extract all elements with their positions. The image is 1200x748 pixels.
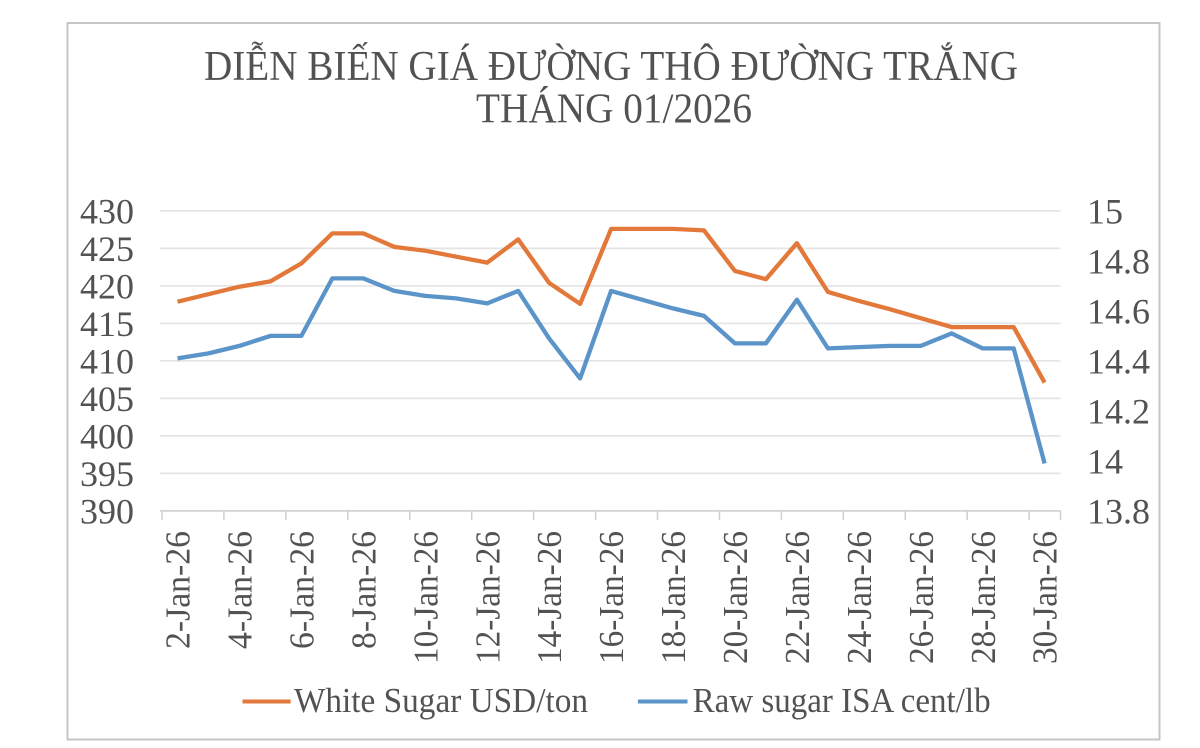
- svg-text:14.8: 14.8: [1087, 241, 1150, 281]
- svg-text:18-Jan-26: 18-Jan-26: [654, 531, 693, 664]
- svg-text:Raw sugar ISA cent/lb: Raw sugar ISA cent/lb: [693, 681, 991, 720]
- svg-text:14: 14: [1087, 441, 1123, 481]
- svg-text:30-Jan-26: 30-Jan-26: [1026, 531, 1065, 664]
- svg-text:425: 425: [80, 229, 134, 269]
- svg-text:THÁNG 01/2026: THÁNG 01/2026: [476, 86, 752, 133]
- svg-text:14.6: 14.6: [1087, 291, 1150, 331]
- svg-text:24-Jan-26: 24-Jan-26: [840, 531, 879, 664]
- svg-text:13.8: 13.8: [1087, 491, 1150, 531]
- svg-text:14.4: 14.4: [1087, 341, 1150, 381]
- svg-text:400: 400: [80, 416, 134, 456]
- svg-text:410: 410: [80, 341, 134, 381]
- svg-text:420: 420: [80, 266, 134, 306]
- svg-text:28-Jan-26: 28-Jan-26: [964, 531, 1003, 664]
- svg-text:DIỄN BIẾN GIÁ ĐƯỜNG THÔ ĐƯỜNG: DIỄN BIẾN GIÁ ĐƯỜNG THÔ ĐƯỜNG TRẮNG: [204, 42, 1018, 90]
- svg-text:8-Jan-26: 8-Jan-26: [344, 531, 383, 649]
- svg-text:26-Jan-26: 26-Jan-26: [902, 531, 941, 664]
- svg-text:415: 415: [80, 304, 134, 344]
- svg-text:2-Jan-26: 2-Jan-26: [159, 531, 198, 649]
- svg-text:6-Jan-26: 6-Jan-26: [282, 531, 321, 649]
- svg-text:15: 15: [1087, 191, 1123, 231]
- svg-text:12-Jan-26: 12-Jan-26: [468, 531, 507, 664]
- svg-text:22-Jan-26: 22-Jan-26: [778, 531, 817, 664]
- svg-text:14-Jan-26: 14-Jan-26: [530, 531, 569, 664]
- svg-text:16-Jan-26: 16-Jan-26: [592, 531, 631, 664]
- svg-text:10-Jan-26: 10-Jan-26: [406, 531, 445, 664]
- svg-text:430: 430: [80, 191, 134, 231]
- svg-text:White Sugar USD/ton: White Sugar USD/ton: [294, 681, 588, 720]
- svg-text:405: 405: [80, 379, 134, 419]
- svg-text:395: 395: [80, 454, 134, 494]
- svg-text:20-Jan-26: 20-Jan-26: [716, 531, 755, 664]
- svg-text:4-Jan-26: 4-Jan-26: [220, 531, 259, 649]
- svg-text:14.2: 14.2: [1087, 391, 1150, 431]
- svg-text:390: 390: [80, 491, 134, 531]
